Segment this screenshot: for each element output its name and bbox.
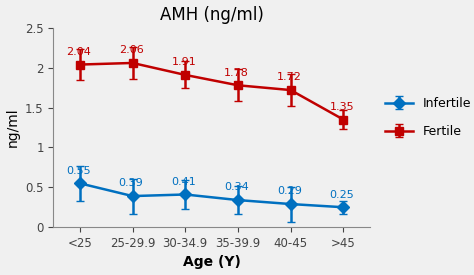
Text: 0.25: 0.25 — [329, 189, 354, 200]
Text: 0.29: 0.29 — [277, 186, 301, 196]
Text: 1.72: 1.72 — [277, 72, 301, 82]
Text: 0.34: 0.34 — [224, 182, 249, 192]
Legend: Infertile, Fertile: Infertile, Fertile — [379, 91, 474, 144]
Text: 2.04: 2.04 — [66, 47, 91, 57]
Text: 1.35: 1.35 — [329, 102, 354, 112]
Text: 1.91: 1.91 — [171, 57, 196, 67]
Text: 0.39: 0.39 — [118, 178, 143, 188]
Title: AMH (ng/ml): AMH (ng/ml) — [160, 6, 264, 24]
Text: 2.06: 2.06 — [118, 45, 143, 55]
X-axis label: Age (Y): Age (Y) — [182, 255, 240, 270]
Text: 0.55: 0.55 — [66, 166, 91, 176]
Text: 1.78: 1.78 — [224, 68, 249, 78]
Y-axis label: ng/ml: ng/ml — [6, 108, 19, 147]
Text: 0.41: 0.41 — [171, 177, 196, 187]
